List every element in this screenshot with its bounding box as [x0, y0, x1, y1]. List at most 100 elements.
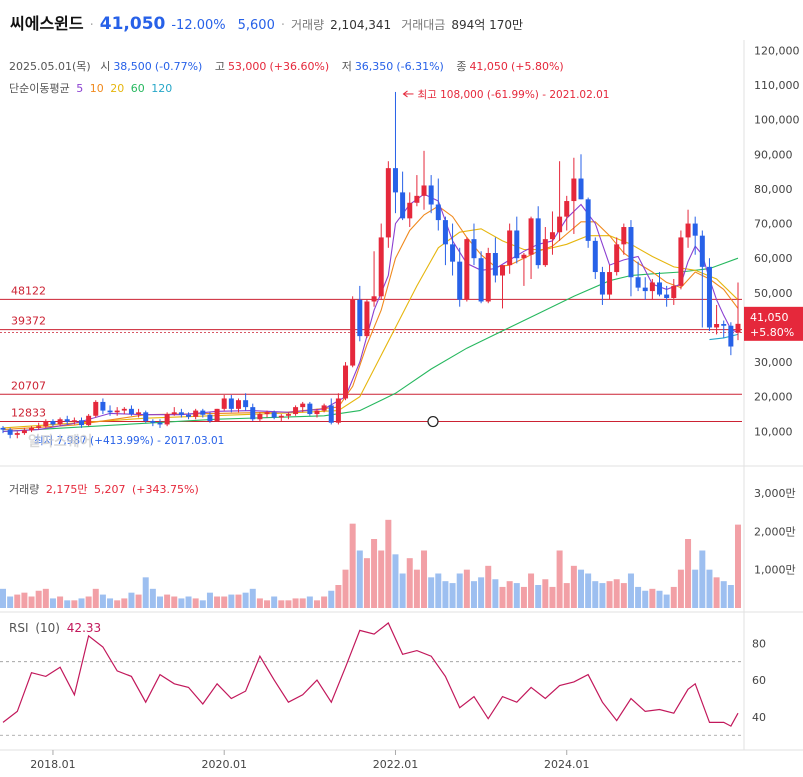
volume-bar-6 — [42, 588, 49, 608]
volume-bar-87 — [620, 583, 627, 608]
reference-line-label-3: 12833 — [11, 407, 46, 420]
volume-bar-61 — [435, 573, 442, 608]
volume-bar-80 — [570, 565, 577, 608]
volume-bar-74 — [528, 573, 535, 608]
volume-bar-39 — [278, 600, 285, 608]
candle-51 — [364, 299, 370, 338]
candle-47 — [335, 393, 341, 425]
candle-body — [642, 287, 648, 292]
ma10-line — [2, 205, 739, 431]
volume-bar-51 — [363, 558, 370, 608]
candle-41 — [293, 405, 299, 416]
candle-body — [0, 427, 6, 430]
ma120-period[interactable]: 120 — [151, 82, 173, 95]
candle-21 — [150, 419, 156, 427]
min-annotation: 최저 7,987 (+413.99%) - 2017.03.01 — [34, 435, 224, 447]
volume-bar-93 — [663, 594, 670, 608]
candle-55 — [392, 91, 398, 214]
current-price-tag-bg — [744, 306, 803, 341]
volume-bar-42 — [299, 598, 306, 608]
price-tick-label-4: 80,000 — [754, 183, 793, 196]
ma5-period[interactable]: 5 — [76, 82, 84, 95]
candle-49 — [350, 296, 356, 368]
candle-87 — [621, 223, 627, 255]
candle-body — [250, 407, 256, 420]
candle-body — [478, 258, 484, 302]
volume-bar-101 — [720, 581, 727, 608]
candle-body — [71, 420, 77, 422]
volume-bar-100 — [713, 577, 720, 608]
candle-body — [678, 237, 684, 286]
volume-bar-35 — [249, 588, 256, 608]
ma20-line — [2, 228, 739, 429]
volume-bar-36 — [256, 598, 263, 608]
candle-0 — [0, 426, 6, 434]
candle-body — [257, 414, 263, 420]
candle-22 — [157, 419, 163, 428]
candle-28 — [200, 408, 206, 418]
volume-bar-97 — [692, 569, 699, 608]
volume-bar-1 — [7, 596, 14, 608]
volume-legend: 거래량 2,175만 5,207 (+343.75%) — [9, 481, 202, 497]
candle-body — [357, 299, 363, 337]
volume-bar-63 — [449, 583, 456, 608]
reference-line-label-2: 20707 — [11, 379, 46, 392]
candle-19 — [136, 408, 142, 418]
ma60-period[interactable]: 60 — [130, 82, 145, 95]
candle-84 — [599, 266, 605, 305]
current-price-tag-price: 41,050 — [750, 311, 789, 324]
candle-body — [100, 401, 106, 411]
volume-bar-23 — [164, 594, 171, 608]
ma10-period[interactable]: 10 — [89, 82, 104, 95]
volume-bar-94 — [670, 586, 677, 608]
candle-32 — [228, 395, 234, 413]
candle-body — [343, 365, 349, 399]
volume-bar-98 — [699, 550, 706, 608]
trade-amount-value: 894억 170만 — [451, 18, 524, 32]
candle-body — [114, 410, 120, 413]
candle-body — [378, 237, 384, 297]
candle-15 — [107, 405, 113, 416]
candle-4 — [29, 426, 35, 433]
volume-bar-46 — [328, 590, 335, 608]
candle-body — [136, 412, 142, 415]
candle-body — [699, 235, 705, 267]
candle-30 — [214, 408, 220, 422]
candle-65 — [464, 237, 470, 302]
candle-body — [557, 216, 563, 233]
candle-body — [421, 185, 427, 196]
ma-legend-label: 단순이동평균 — [9, 82, 70, 95]
candle-8 — [57, 417, 63, 427]
ma20-period[interactable]: 20 — [110, 82, 125, 95]
stock-name[interactable]: 씨에스윈드 — [10, 14, 84, 33]
cursor-marker — [427, 415, 439, 428]
candle-body — [442, 220, 448, 245]
volume-bar-90 — [642, 590, 649, 608]
candle-86 — [614, 237, 620, 276]
candle-25 — [178, 408, 184, 418]
ohlc-date: 2025.05.01(목) — [9, 60, 91, 73]
price-tick-label-1: 110,000 — [754, 79, 800, 92]
volume-value: 2,104,341 — [330, 18, 392, 32]
candle-body — [492, 253, 498, 276]
candle-body — [157, 422, 163, 425]
candle-body — [78, 420, 84, 426]
volume-tick-label-0: 3,000만 — [754, 487, 796, 500]
candle-body — [214, 408, 220, 421]
volume-bar-81 — [578, 569, 585, 608]
volume-bar-73 — [520, 586, 527, 608]
price-tick-label-7: 50,000 — [754, 287, 793, 300]
volume-bar-68 — [485, 565, 492, 608]
candle-body — [271, 412, 277, 418]
candle-body — [714, 324, 720, 328]
volume-bar-21 — [149, 588, 156, 608]
candle-body — [607, 272, 613, 295]
candle-body — [407, 202, 413, 219]
volume-bar-78 — [556, 550, 563, 608]
low-label: 저 — [341, 60, 352, 73]
close-pct: (+5.80%) — [510, 60, 564, 73]
candle-body — [193, 410, 199, 417]
candle-body — [706, 266, 712, 328]
candle-body — [564, 201, 570, 217]
